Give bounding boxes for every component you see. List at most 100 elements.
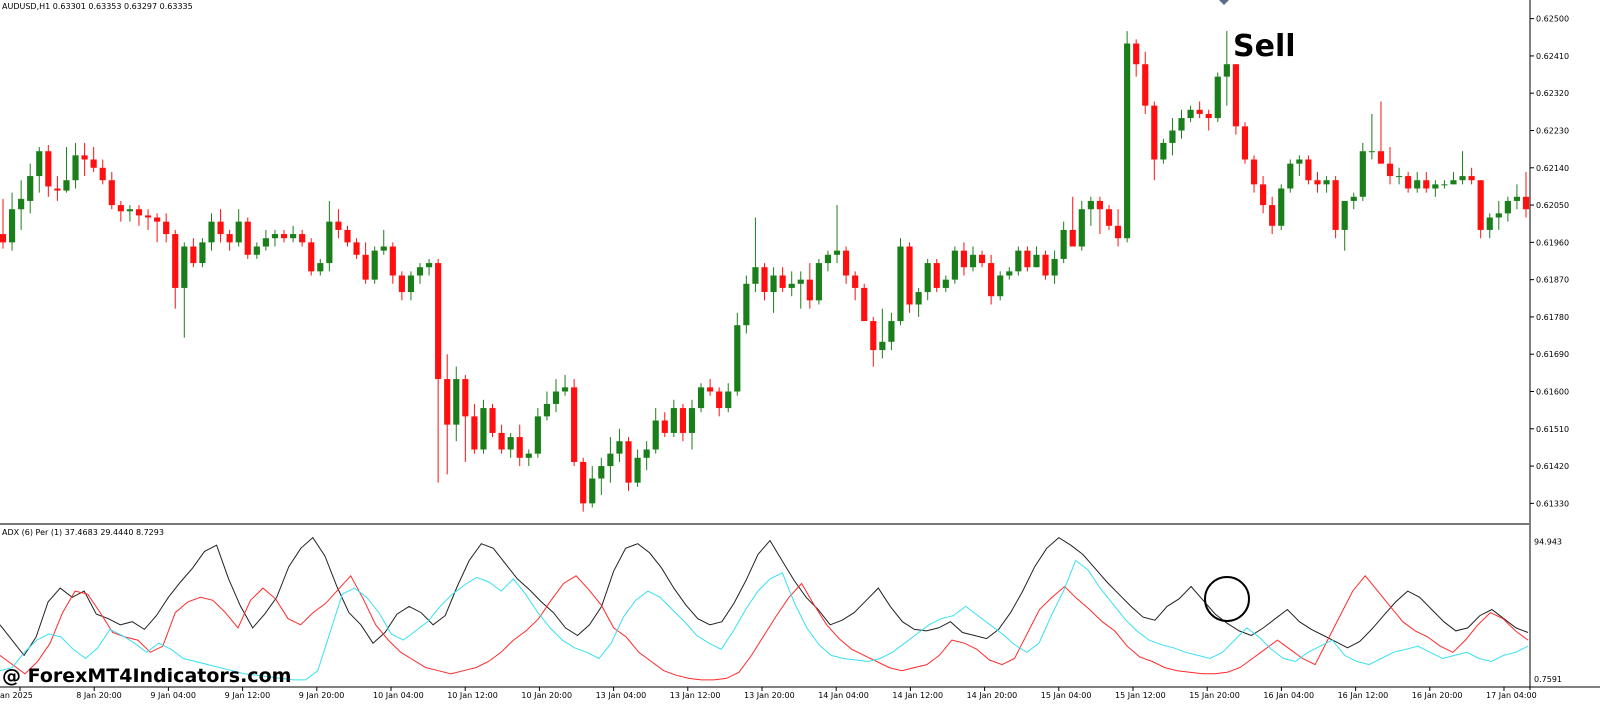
candle (444, 354, 451, 475)
candle (1477, 180, 1484, 239)
candle (317, 258, 324, 276)
candle (1432, 180, 1439, 197)
candle-body (852, 275, 859, 288)
candle-body (1405, 176, 1412, 189)
candle-body (697, 387, 705, 409)
candle-body (1260, 184, 1267, 206)
price-tick-label: 0.62230 (1536, 127, 1569, 136)
candle-body (1105, 209, 1113, 226)
candle-body (54, 188, 61, 191)
candle (45, 145, 52, 197)
candle-body (888, 321, 895, 342)
candle (725, 383, 732, 413)
price-tick-label: 0.61420 (1536, 462, 1569, 471)
candle-body (1069, 229, 1076, 247)
candle (398, 271, 405, 301)
candle (1287, 159, 1294, 193)
candle (1178, 109, 1185, 139)
candle-body (1250, 159, 1258, 185)
candle-body (18, 198, 25, 210)
time-tick-label: 14 Jan 20:00 (967, 691, 1018, 700)
candle-body (607, 453, 614, 467)
candle (407, 271, 415, 301)
candle-body (1033, 254, 1040, 268)
candle-body (661, 420, 668, 433)
candle-body (1269, 205, 1276, 226)
candle-body (1414, 180, 1421, 189)
candle (244, 217, 251, 259)
candle (389, 242, 396, 284)
candle-body (1477, 180, 1484, 230)
candle (217, 209, 224, 243)
candle (36, 147, 43, 193)
price-tick-label: 0.61780 (1536, 313, 1569, 322)
candle (135, 205, 143, 226)
candle (552, 379, 560, 413)
candle-body (643, 449, 650, 458)
candle-body (1196, 109, 1203, 114)
candle (1359, 142, 1366, 201)
candle (144, 209, 152, 230)
candle (498, 424, 505, 454)
signal-circle (1204, 576, 1250, 622)
indicator-area[interactable] (0, 536, 1529, 681)
candle-body (1332, 180, 1339, 230)
candle-body (806, 279, 813, 301)
candle-body (897, 246, 904, 322)
candle-body (135, 209, 143, 216)
candle-body (117, 205, 124, 212)
candle (63, 147, 70, 193)
candle-body (226, 234, 233, 243)
candle (779, 267, 786, 293)
candle-body (824, 254, 832, 264)
time-tick-label: 16 Jan 04:00 (1263, 691, 1314, 700)
candle-body (280, 234, 288, 239)
candle-body (1160, 142, 1167, 160)
time-tick-label: 14 Jan 12:00 (892, 691, 943, 700)
candle-body (1142, 64, 1149, 106)
candle (181, 242, 188, 338)
candle-body (1305, 159, 1312, 181)
candle (697, 383, 705, 413)
candle-body (543, 403, 551, 417)
candle (308, 238, 315, 276)
price-axis: 0.62500 0.62410 0.62320 0.62230 0.62140 0.620… (1530, 15, 1569, 508)
candle-body (1205, 113, 1212, 119)
candle-body (1223, 64, 1230, 77)
candle (1205, 109, 1212, 131)
candle (716, 387, 723, 417)
candle-body (435, 263, 442, 380)
candle (435, 258, 442, 483)
candle-body (1232, 64, 1239, 127)
candle-body (1386, 163, 1394, 177)
candle (1522, 171, 1530, 218)
candle-body (716, 391, 723, 409)
price-area[interactable] (0, 31, 1530, 512)
candle-body (299, 234, 306, 243)
price-tick-label: 0.61600 (1536, 388, 1569, 397)
candle-body (380, 246, 387, 251)
candle-body (1042, 254, 1049, 276)
candle-body (1187, 109, 1194, 119)
candle (843, 246, 850, 284)
candle (1450, 171, 1457, 185)
price-tick-label: 0.61510 (1536, 425, 1569, 434)
candle (643, 441, 650, 471)
candle-body (879, 341, 886, 351)
candle (280, 229, 288, 243)
candle (1486, 213, 1493, 239)
time-tick-label: 14 Jan 04:00 (818, 691, 869, 700)
candle (1441, 180, 1448, 189)
candle (652, 408, 659, 454)
candle-body (154, 217, 161, 222)
candle (154, 213, 161, 243)
candle-body (924, 263, 931, 293)
candle (1278, 184, 1285, 230)
candle (960, 242, 968, 276)
candle-body (8, 209, 16, 243)
candle (679, 403, 686, 442)
candle-body (317, 263, 324, 272)
candle-body (253, 246, 260, 255)
candle-body (815, 263, 822, 301)
candle (253, 242, 260, 259)
